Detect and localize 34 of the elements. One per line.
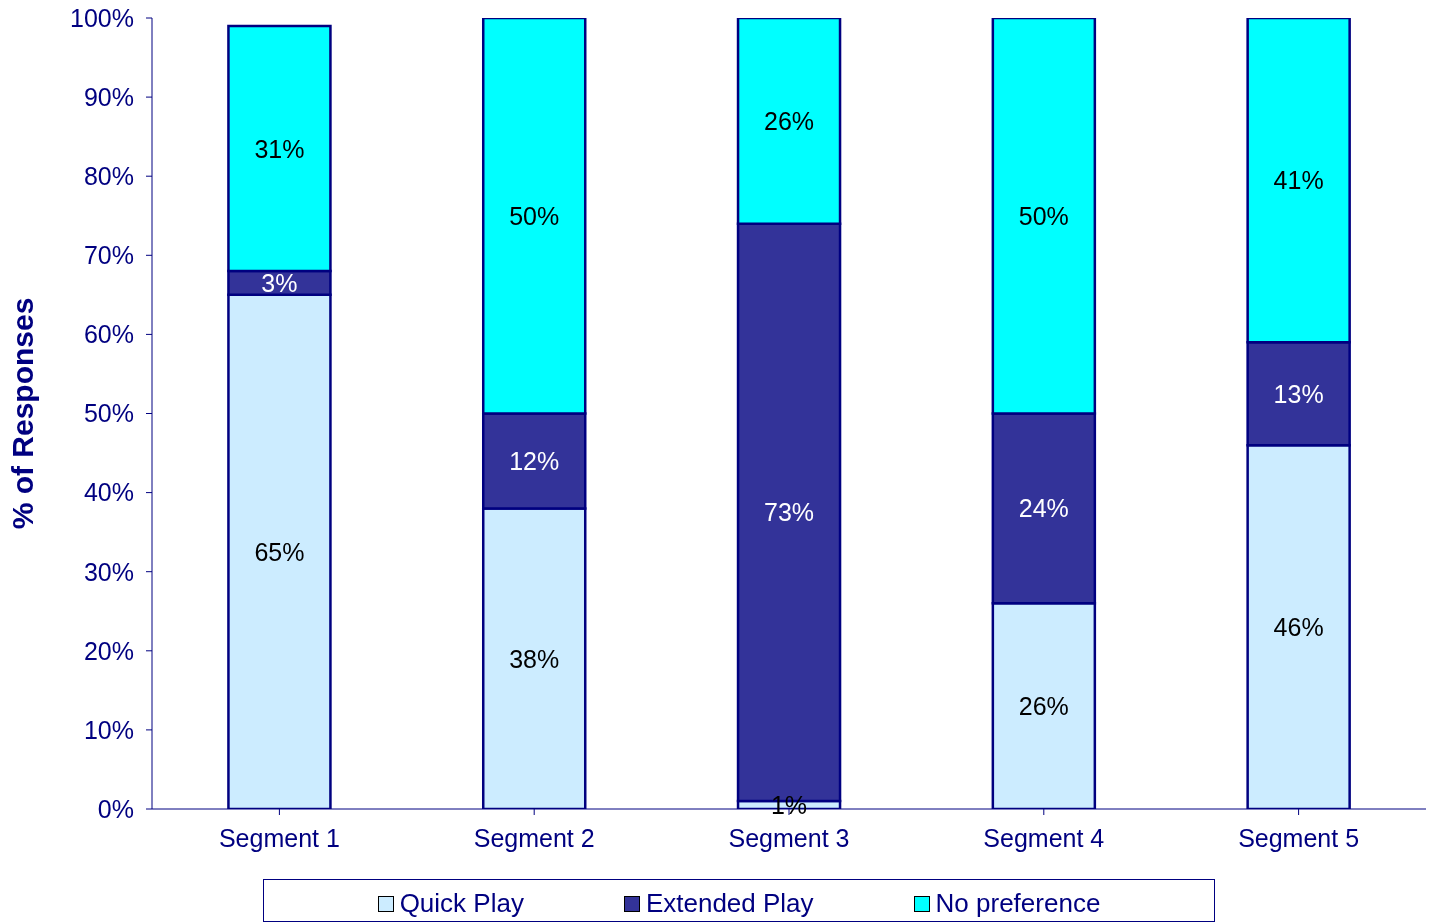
x-tick-label: Segment 1 — [218, 823, 340, 852]
data-label: 41% — [1273, 166, 1324, 195]
data-label: 12% — [509, 446, 560, 475]
y-tick-label: 80% — [83, 162, 134, 191]
data-label: 50% — [1018, 201, 1069, 230]
data-label: 3% — [261, 268, 298, 297]
y-tick-label: 40% — [83, 478, 134, 507]
data-label: 65% — [254, 537, 305, 566]
x-tick-label: Segment 3 — [728, 823, 850, 852]
data-label: 38% — [509, 644, 560, 673]
y-tick-label: 90% — [83, 82, 134, 111]
y-tick-label: 70% — [83, 241, 134, 270]
y-tick-label: 60% — [83, 320, 134, 349]
data-label: 13% — [1273, 379, 1324, 408]
y-tick-label: 10% — [83, 715, 134, 744]
y-tick-label: 20% — [83, 636, 134, 665]
legend-label: Extended Play — [644, 888, 814, 919]
data-label: 24% — [1018, 494, 1069, 523]
x-tick-label: Segment 5 — [1238, 823, 1360, 852]
data-label: 46% — [1273, 613, 1324, 642]
y-axis-title: % of Responses — [5, 297, 39, 530]
data-label: 73% — [764, 498, 815, 527]
x-tick-label: Segment 4 — [983, 823, 1105, 852]
legend-label: Quick Play — [398, 888, 524, 919]
data-label: 50% — [509, 201, 560, 230]
y-tick-label: 0% — [97, 794, 134, 823]
y-tick-label: 30% — [83, 557, 134, 586]
legend-label: No preference — [934, 888, 1101, 919]
data-label: 26% — [764, 106, 815, 135]
data-label: 31% — [254, 134, 305, 163]
data-label: 26% — [1018, 692, 1069, 721]
y-tick-label: 100% — [70, 3, 134, 32]
x-tick-label: Segment 2 — [473, 823, 595, 852]
y-tick-label: 50% — [83, 399, 134, 428]
